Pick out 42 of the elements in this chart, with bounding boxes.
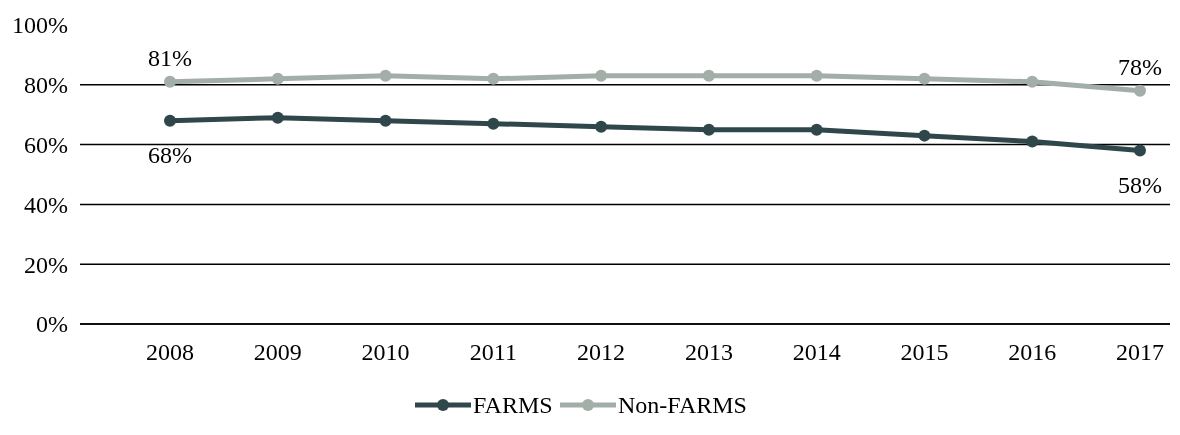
y-tick-label: 80% bbox=[24, 72, 68, 99]
y-tick-label: 40% bbox=[24, 191, 68, 218]
point bbox=[379, 114, 392, 127]
point bbox=[1134, 84, 1146, 97]
x-tick-label: 2008 bbox=[146, 339, 194, 365]
point bbox=[1026, 135, 1039, 148]
x-tick-label: 2010 bbox=[361, 339, 410, 365]
point bbox=[164, 75, 176, 88]
point bbox=[271, 111, 284, 124]
y-tick-label: 100% bbox=[12, 12, 68, 39]
legend-label: Non-FARMS bbox=[618, 392, 747, 419]
data-label: 78% bbox=[1118, 53, 1162, 80]
x-tick-label: 2014 bbox=[792, 339, 841, 365]
data-label: 58% bbox=[1118, 171, 1162, 198]
y-tick-label: 20% bbox=[24, 251, 68, 278]
data-label: 81% bbox=[148, 44, 192, 71]
y-tick-label: 60% bbox=[24, 132, 68, 158]
point bbox=[164, 114, 176, 127]
x-tick-label: 2013 bbox=[684, 339, 733, 365]
point bbox=[595, 69, 608, 82]
y-tick-label: 0% bbox=[36, 311, 68, 338]
point bbox=[918, 129, 931, 142]
point bbox=[271, 72, 284, 85]
x-tick-label: 2011 bbox=[469, 339, 517, 365]
data-label: 68% bbox=[148, 141, 192, 168]
point bbox=[702, 123, 715, 136]
point bbox=[1026, 75, 1039, 88]
point bbox=[1134, 144, 1146, 157]
point bbox=[810, 69, 823, 82]
x-tick-label: 2016 bbox=[1008, 339, 1057, 365]
point bbox=[702, 69, 715, 82]
x-tick-label: 2012 bbox=[577, 339, 626, 365]
legend-label: FARMS bbox=[473, 392, 553, 419]
point bbox=[487, 117, 500, 130]
point bbox=[487, 72, 500, 85]
point bbox=[595, 120, 608, 133]
point bbox=[918, 72, 931, 85]
x-tick-label: 2017 bbox=[1116, 339, 1164, 365]
point bbox=[379, 69, 392, 82]
x-tick-label: 2009 bbox=[253, 339, 302, 365]
point bbox=[810, 123, 823, 136]
x-tick-label: 2015 bbox=[900, 339, 949, 365]
